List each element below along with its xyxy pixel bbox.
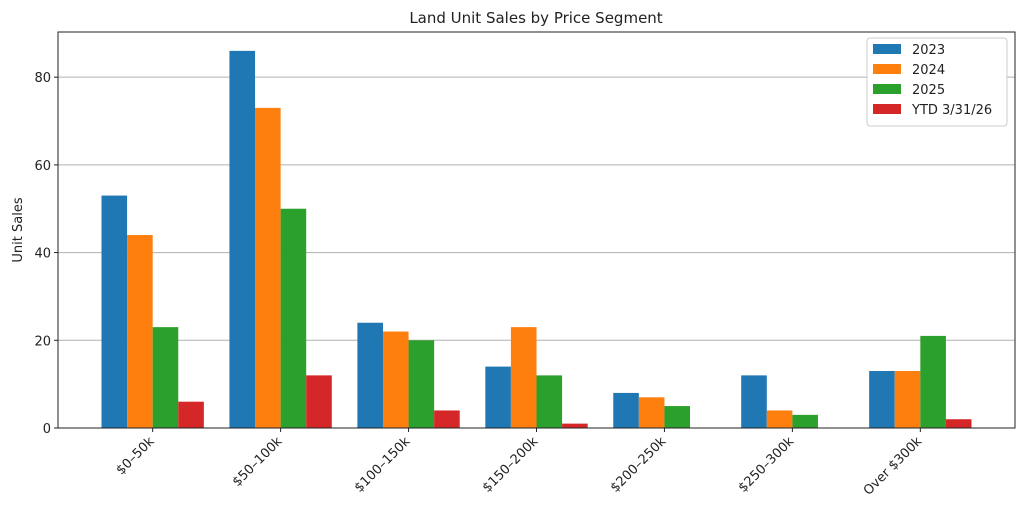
bar-2023-3 <box>485 366 511 428</box>
y-tick-label: 20 <box>34 334 51 349</box>
bar-2023-2 <box>357 322 383 428</box>
legend-box <box>866 37 1008 127</box>
y-tick-label: 60 <box>34 159 51 174</box>
bar-2024-1 <box>255 107 281 428</box>
bar-YTD-3-31-26-2 <box>434 410 460 428</box>
x-tick-label: $50–100k <box>230 434 286 490</box>
y-tick-label: 80 <box>34 71 51 86</box>
x-tick-label: $0–50k <box>114 434 158 478</box>
bar-2023-0 <box>101 195 128 428</box>
bar-2024-5 <box>766 410 793 428</box>
bar-2024-3 <box>510 327 537 428</box>
y-tick-label: 40 <box>34 247 51 262</box>
y-tick-label: 0 <box>43 422 51 437</box>
bar-2023-4 <box>613 392 639 428</box>
bar-2024-4 <box>638 397 665 428</box>
legend-label: YTD 3/31/26 <box>911 103 992 118</box>
y-axis-label: Unit Sales <box>11 197 26 262</box>
bar-2024-2 <box>382 331 409 428</box>
bar-YTD-3-31-26-1 <box>306 375 332 428</box>
x-tick-label: $150–200k <box>480 434 542 496</box>
bar-2025-6 <box>920 335 946 428</box>
x-tick-label: $250–300k <box>736 434 798 496</box>
bar-YTD-3-31-26-3 <box>562 423 588 428</box>
x-tick-label: Over $300k <box>861 434 926 499</box>
bar-2025-0 <box>152 327 179 428</box>
x-tick-label: $100–150k <box>352 434 414 496</box>
bar-2024-0 <box>127 235 153 428</box>
legend-label: 2025 <box>912 83 945 98</box>
legend-swatch <box>873 84 901 94</box>
bar-YTD-3-31-26-6 <box>945 419 972 428</box>
bar-2023-6 <box>869 370 895 428</box>
legend-swatch <box>873 64 901 74</box>
bar-2025-3 <box>536 375 563 428</box>
bar-2025-4 <box>664 406 691 428</box>
bar-2023-5 <box>741 375 767 428</box>
legend-swatch <box>873 104 901 114</box>
x-tick-label: $200–250k <box>608 434 670 496</box>
legend-swatch <box>873 44 901 54</box>
bar-2025-1 <box>280 208 307 428</box>
bar-YTD-3-31-26-0 <box>178 401 204 428</box>
bar-2023-1 <box>229 50 256 428</box>
bar-2025-5 <box>792 414 818 428</box>
bar-2025-2 <box>408 340 435 428</box>
chart-title: Land Unit Sales by Price Segment <box>409 9 662 27</box>
legend-label: 2024 <box>912 63 945 78</box>
bar-2024-6 <box>894 370 921 428</box>
legend-label: 2023 <box>912 43 945 58</box>
